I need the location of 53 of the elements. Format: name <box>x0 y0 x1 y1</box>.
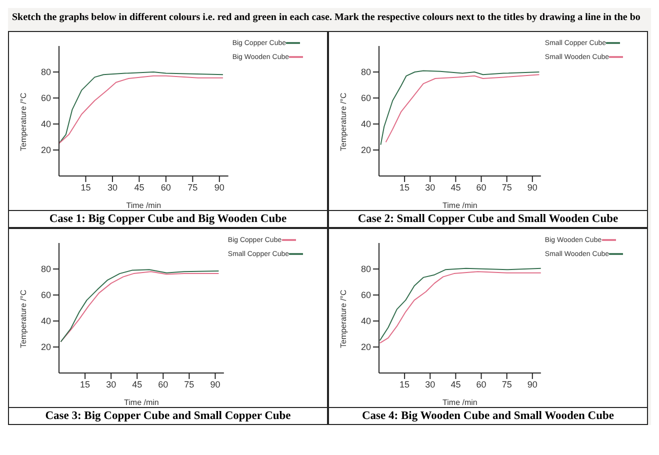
x-axis-title: Time /min <box>442 201 478 210</box>
y-tick-label: 60 <box>40 290 51 300</box>
y-tick-label: 60 <box>360 93 371 104</box>
x-tick-label: 75 <box>502 379 512 390</box>
x-tick-label: 15 <box>400 182 410 192</box>
x-axis-title: Time /min <box>124 398 159 407</box>
y-tick-label: 20 <box>40 145 51 156</box>
text: Case 4: Big Wooden Cube and Small Wooden Cube <box>329 407 647 424</box>
y-tick-label: 80 <box>360 67 371 78</box>
x-tick-label: 15 <box>80 379 90 390</box>
text: Case 1: Big Copper Cube and Big Wooden Cube <box>9 210 327 227</box>
text: Sketch the graphs below in different colours i.e. red and green in each case. Mark the respective colours next to the titles by drawing a line in the bo <box>11 11 642 25</box>
x-tick-label: 30 <box>106 379 116 390</box>
x-tick-label: 90 <box>210 379 220 390</box>
x-tick-label: 30 <box>107 182 118 192</box>
x-tick-label: 60 <box>476 182 486 192</box>
y-axis-title: Temperature /°C <box>338 289 348 348</box>
x-tick-label: 75 <box>502 182 512 192</box>
y-tick-label: 20 <box>360 145 371 156</box>
y-tick-label: 40 <box>40 316 51 326</box>
y-axis-title: Temperature /°C <box>338 92 348 151</box>
x-tick-label: 90 <box>214 182 224 192</box>
y-tick-label: 40 <box>360 316 371 326</box>
x-tick-label: 75 <box>184 379 194 390</box>
y-tick-label: 40 <box>360 119 371 130</box>
x-tick-label: 60 <box>476 379 486 390</box>
y-tick-label: 60 <box>40 93 51 104</box>
x-tick-label: 15 <box>80 182 91 192</box>
x-tick-label: 30 <box>425 379 436 390</box>
y-axis-title: Temperature /°C <box>18 92 28 151</box>
x-tick-label: 45 <box>134 182 144 192</box>
y-tick-label: 60 <box>360 290 371 300</box>
x-tick-label: 75 <box>188 182 198 192</box>
x-tick-label: 15 <box>400 379 410 390</box>
text: Case 3: Big Copper Cube and Small Copper Cube <box>9 407 327 424</box>
x-tick-label: 45 <box>450 182 461 192</box>
x-tick-label: 60 <box>160 182 171 192</box>
y-tick-label: 20 <box>360 342 371 352</box>
x-tick-label: 60 <box>158 379 168 390</box>
y-axis-title: Temperature /°C <box>18 289 28 348</box>
x-tick-label: 90 <box>527 182 538 192</box>
x-tick-label: 30 <box>425 182 436 192</box>
x-tick-label: 90 <box>527 379 538 390</box>
y-tick-label: 80 <box>40 264 51 274</box>
x-tick-label: 45 <box>132 379 142 390</box>
x-axis-title: Time /min <box>442 398 478 407</box>
x-axis-title: Time /min <box>126 201 162 210</box>
y-tick-label: 80 <box>40 67 51 78</box>
y-tick-label: 40 <box>40 119 51 130</box>
text: Case 2: Small Copper Cube and Small Wooden Cube <box>329 210 647 227</box>
y-tick-label: 20 <box>40 342 51 352</box>
x-tick-label: 45 <box>450 379 461 390</box>
y-tick-label: 80 <box>360 264 371 274</box>
